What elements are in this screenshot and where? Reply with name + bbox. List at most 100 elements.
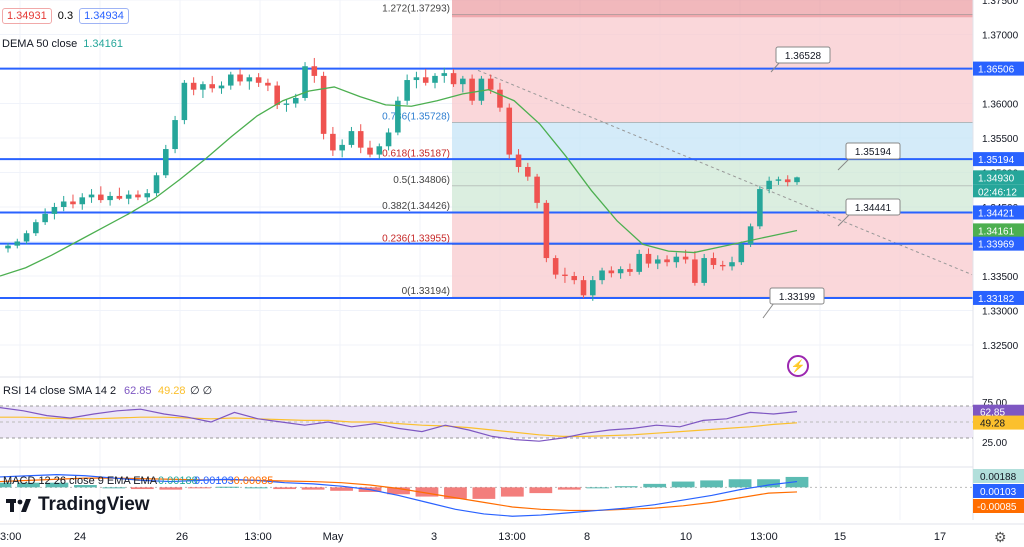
macd-hist-bar <box>643 483 667 488</box>
macd-hist-bar <box>728 479 752 488</box>
rsi-label: RSI 14 close SMA 14 2 <box>3 385 116 397</box>
candle-body <box>14 241 21 246</box>
countdown-label: 02:46:12 <box>978 187 1017 198</box>
macd-hist-tag <box>973 469 1024 483</box>
macd-hist-bar <box>130 487 154 490</box>
candle-body <box>719 264 726 267</box>
macd-signal-tag <box>973 499 1024 513</box>
macd-hist-bar <box>244 487 268 489</box>
candle-body <box>274 85 280 105</box>
bid-price[interactable]: 1.34931 <box>2 8 52 24</box>
ask-price[interactable]: 1.34934 <box>79 8 129 24</box>
macd-hist-bar <box>444 487 467 499</box>
rsi-line <box>0 407 798 442</box>
macd-hist-bar <box>159 487 183 490</box>
price-tick-label: 1.33000 <box>982 307 1019 318</box>
fib-label: 0(1.33194) <box>402 286 450 297</box>
candle-body <box>367 147 373 155</box>
callout-box <box>845 142 901 160</box>
rsi-tag-label: 62.85 <box>980 408 1005 419</box>
macd-hist-bar <box>614 486 638 488</box>
candle-body <box>552 258 559 275</box>
time-tick-label: May <box>323 531 344 543</box>
macd-hist-bar <box>102 487 126 489</box>
candle-body <box>283 103 290 105</box>
macd-hist-bar <box>700 480 723 488</box>
callout-box <box>845 198 901 216</box>
macd-hist-bar <box>187 487 211 489</box>
candle-body <box>682 256 689 260</box>
macd-hist-bar <box>301 487 325 490</box>
fib-zone-top <box>452 0 973 18</box>
candle-body <box>60 201 67 207</box>
candle-body <box>580 280 587 296</box>
price-tick-label: 1.37500 <box>982 0 1019 7</box>
rsi-tag <box>973 404 1024 419</box>
candle-body <box>376 146 383 155</box>
candle-body <box>42 213 48 223</box>
gear-icon[interactable]: ⚙ <box>994 529 1007 545</box>
price-tag-label: 1.33182 <box>978 294 1015 305</box>
price-tag-label: 1.36506 <box>978 65 1015 76</box>
candle-body <box>543 202 550 259</box>
callout-label: 1.35194 <box>855 147 892 158</box>
candle-body <box>348 131 355 145</box>
fib-label: 0.618(1.35187) <box>382 149 450 160</box>
price-axis <box>973 0 1024 520</box>
candle-body <box>385 132 392 147</box>
dema-value: 1.34161 <box>83 38 123 50</box>
candle-body <box>534 176 540 203</box>
time-tick-label: 3:00 <box>0 531 21 543</box>
candle-body <box>627 269 633 272</box>
candle-body <box>23 233 30 242</box>
price-tag <box>973 152 1024 167</box>
macd-hist-bar <box>387 487 410 495</box>
price-tick-label: 1.35500 <box>982 134 1019 145</box>
rsi-value: 62.85 <box>124 385 152 397</box>
macd-hist-bar <box>671 481 695 488</box>
macd-value: 0.00103 <box>194 475 234 487</box>
candle-body <box>404 80 410 101</box>
callout-leader <box>770 61 781 73</box>
spread-value: 0.3 <box>57 10 74 22</box>
fib-label: 0.382(1.34426) <box>382 201 450 212</box>
price-tag-label: 1.34930 <box>978 173 1015 184</box>
candle-body <box>432 75 438 83</box>
candle-body <box>506 107 513 155</box>
candle-body <box>775 179 782 181</box>
candle-body <box>292 97 299 104</box>
price-tag <box>973 205 1024 220</box>
tradingview-logo[interactable]: TradingView <box>6 494 150 516</box>
candle-body <box>116 195 123 199</box>
candle-body <box>125 194 132 199</box>
time-tick-label: 13:00 <box>244 531 272 543</box>
rsi-tick-label: 75.00 <box>982 398 1007 409</box>
price-tag-label: 1.35194 <box>978 155 1015 166</box>
candle-body <box>571 276 578 281</box>
rsi-sma-value: 49.28 <box>158 385 186 397</box>
candle-body <box>599 270 605 281</box>
lightning-icon[interactable]: ⚡ <box>787 355 809 377</box>
time-tick-label: 8 <box>584 531 590 543</box>
candle-body <box>794 177 800 183</box>
price-tick-label: 1.36000 <box>982 100 1019 111</box>
candle-body <box>209 84 215 89</box>
candle-body <box>757 189 763 227</box>
macd-hist-bar <box>216 486 240 488</box>
candle-body <box>460 78 466 85</box>
candle-body <box>673 256 680 263</box>
price-tag <box>973 170 1024 185</box>
price-tag-label: 1.34161 <box>978 226 1015 237</box>
candle-body <box>237 74 243 82</box>
candle-body <box>413 77 420 81</box>
candle-body <box>487 78 494 90</box>
fib-label: 0.236(1.33955) <box>382 234 450 245</box>
candle-body <box>135 194 141 198</box>
price-tag-label: 1.34421 <box>978 208 1015 219</box>
rsi-sma-line <box>0 416 798 437</box>
macd-hist-bar <box>330 487 353 491</box>
candle-body <box>330 133 336 151</box>
dema-legend[interactable]: DEMA 50 close 1.34161 <box>2 38 123 50</box>
candle-body <box>422 77 429 83</box>
